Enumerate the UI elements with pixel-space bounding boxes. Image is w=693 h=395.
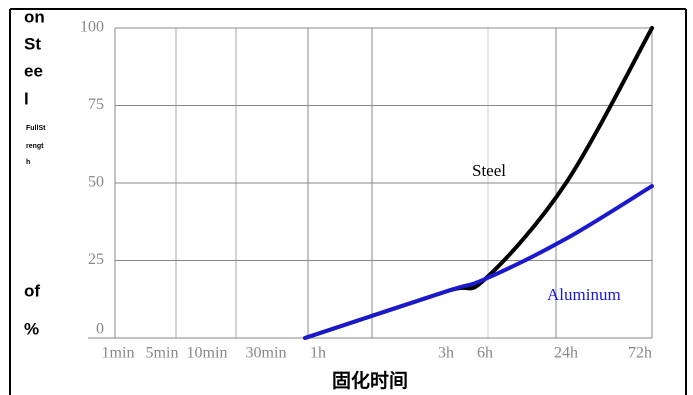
x-tick-label: 5min	[146, 345, 179, 362]
series-label: Steel	[472, 161, 506, 180]
y-axis-label: FullSt	[26, 125, 46, 132]
x-tick-label: 72h	[628, 345, 652, 362]
y-axis-label: St	[24, 34, 41, 53]
y-axis-label: of	[24, 281, 40, 300]
x-tick-label: 1min	[102, 345, 135, 362]
x-tick-label: 6h	[477, 345, 493, 362]
series-line	[303, 184, 654, 340]
y-tick-label: 100	[80, 19, 104, 36]
x-tick-label: 10min	[187, 345, 228, 362]
y-axis-label: ee	[24, 61, 43, 80]
x-tick-label: 30min	[246, 345, 287, 362]
x-axis-label: 固化时间	[332, 369, 408, 392]
y-tick-label: 25	[88, 251, 104, 268]
y-tick-label: 0	[96, 321, 104, 338]
y-axis-label: on	[24, 7, 45, 26]
x-tick-label: 1h	[310, 345, 326, 362]
y-axis-label: rengt	[26, 143, 44, 150]
y-axis-label: h	[26, 159, 30, 166]
y-axis-label: %	[24, 319, 39, 338]
x-tick-label: 3h	[438, 345, 454, 362]
series-label: Aluminum	[547, 285, 621, 304]
y-tick-label: 75	[88, 96, 104, 113]
x-tick-label: 24h	[554, 345, 578, 362]
y-tick-label: 50	[88, 174, 104, 191]
y-axis-label: l	[24, 89, 29, 108]
